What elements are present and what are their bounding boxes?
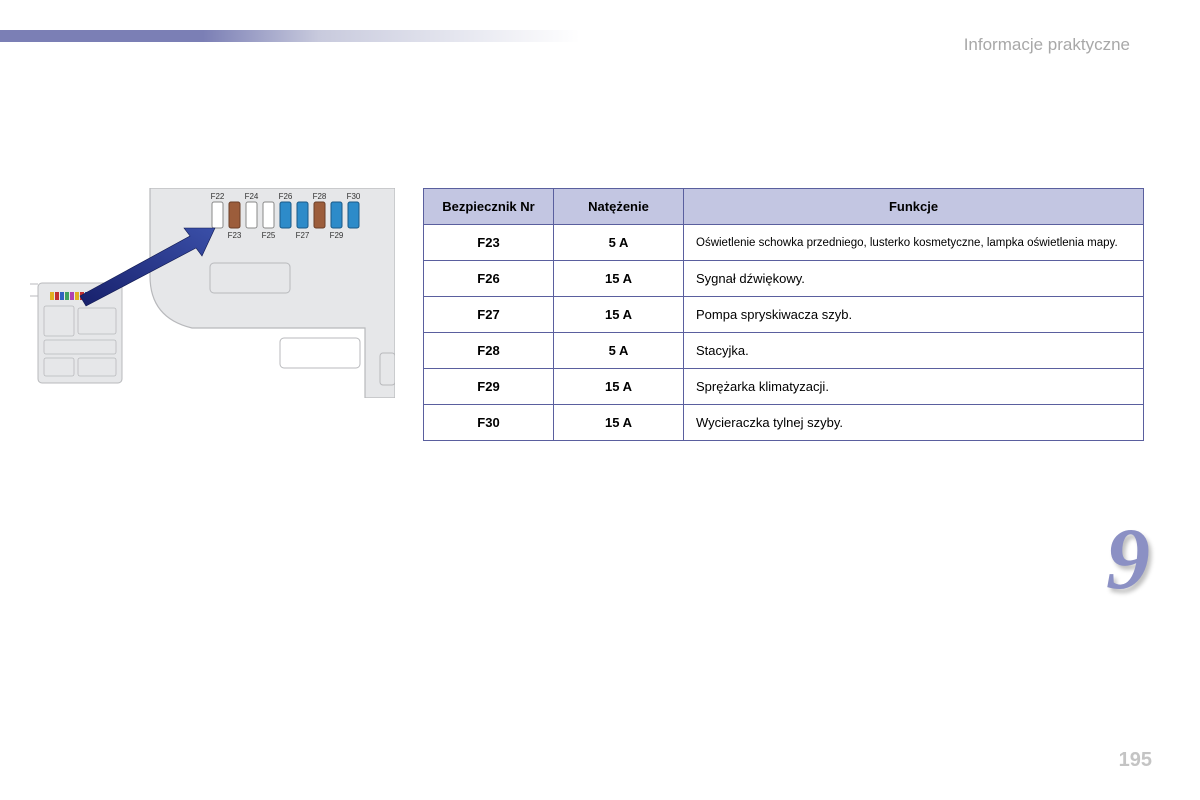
svg-text:F26: F26 bbox=[279, 192, 293, 201]
svg-text:F23: F23 bbox=[228, 231, 242, 240]
table-row: F235 AOświetlenie schowka przedniego, lu… bbox=[424, 225, 1144, 261]
fuse-amperage: 5 A bbox=[554, 225, 684, 261]
header-accent-bar bbox=[0, 30, 580, 42]
section-title: Informacje praktyczne bbox=[964, 35, 1130, 55]
svg-text:F24: F24 bbox=[245, 192, 259, 201]
table-header-row: Bezpiecznik Nr Natężenie Funkcje bbox=[424, 189, 1144, 225]
fuse-diagram: F22 F23 F24 F25 F26 F27 F28 F29 F30 bbox=[30, 188, 395, 398]
fuse-table: Bezpiecznik Nr Natężenie Funkcje F235 AO… bbox=[423, 188, 1144, 441]
col-header-function: Funkcje bbox=[684, 189, 1144, 225]
svg-text:F22: F22 bbox=[211, 192, 225, 201]
fuse-number: F30 bbox=[424, 405, 554, 441]
fuse-function: Stacyjka. bbox=[684, 333, 1144, 369]
table-row: F2915 ASprężarka klimatyzacji. bbox=[424, 369, 1144, 405]
col-header-number: Bezpiecznik Nr bbox=[424, 189, 554, 225]
table-body: F235 AOświetlenie schowka przedniego, lu… bbox=[424, 225, 1144, 441]
svg-text:F28: F28 bbox=[313, 192, 327, 201]
fuse-amperage: 15 A bbox=[554, 261, 684, 297]
svg-text:F29: F29 bbox=[330, 231, 344, 240]
svg-text:F30: F30 bbox=[347, 192, 361, 201]
fuse-number: F28 bbox=[424, 333, 554, 369]
fusebox-svg: F22 F23 F24 F25 F26 F27 F28 F29 F30 bbox=[30, 188, 395, 398]
fuse-number: F27 bbox=[424, 297, 554, 333]
table-row: F2715 APompa spryskiwacza szyb. bbox=[424, 297, 1144, 333]
fuse-number: F23 bbox=[424, 225, 554, 261]
fuse-function: Sprężarka klimatyzacji. bbox=[684, 369, 1144, 405]
fuse-number: F29 bbox=[424, 369, 554, 405]
svg-text:F25: F25 bbox=[262, 231, 276, 240]
chapter-number: 9 bbox=[1106, 509, 1150, 610]
svg-text:F27: F27 bbox=[296, 231, 310, 240]
fuse-function: Wycieraczka tylnej szyby. bbox=[684, 405, 1144, 441]
page-number: 195 bbox=[1119, 749, 1152, 772]
fuse-function: Sygnał dźwiękowy. bbox=[684, 261, 1144, 297]
main-content: F22F23F24F25F26F27F28F29F30 Bezpiecznik … bbox=[30, 188, 1144, 441]
fuse-amperage: 15 A bbox=[554, 405, 684, 441]
fuse-function: Oświetlenie schowka przedniego, lusterko… bbox=[684, 225, 1144, 261]
fuse-number: F26 bbox=[424, 261, 554, 297]
fuse-amperage: 15 A bbox=[554, 297, 684, 333]
fuse-amperage: 5 A bbox=[554, 333, 684, 369]
table-row: F2615 ASygnał dźwiękowy. bbox=[424, 261, 1144, 297]
fuse-amperage: 15 A bbox=[554, 369, 684, 405]
table-row: F3015 AWycieraczka tylnej szyby. bbox=[424, 405, 1144, 441]
fuse-function: Pompa spryskiwacza szyb. bbox=[684, 297, 1144, 333]
col-header-amperage: Natężenie bbox=[554, 189, 684, 225]
table-row: F285 AStacyjka. bbox=[424, 333, 1144, 369]
